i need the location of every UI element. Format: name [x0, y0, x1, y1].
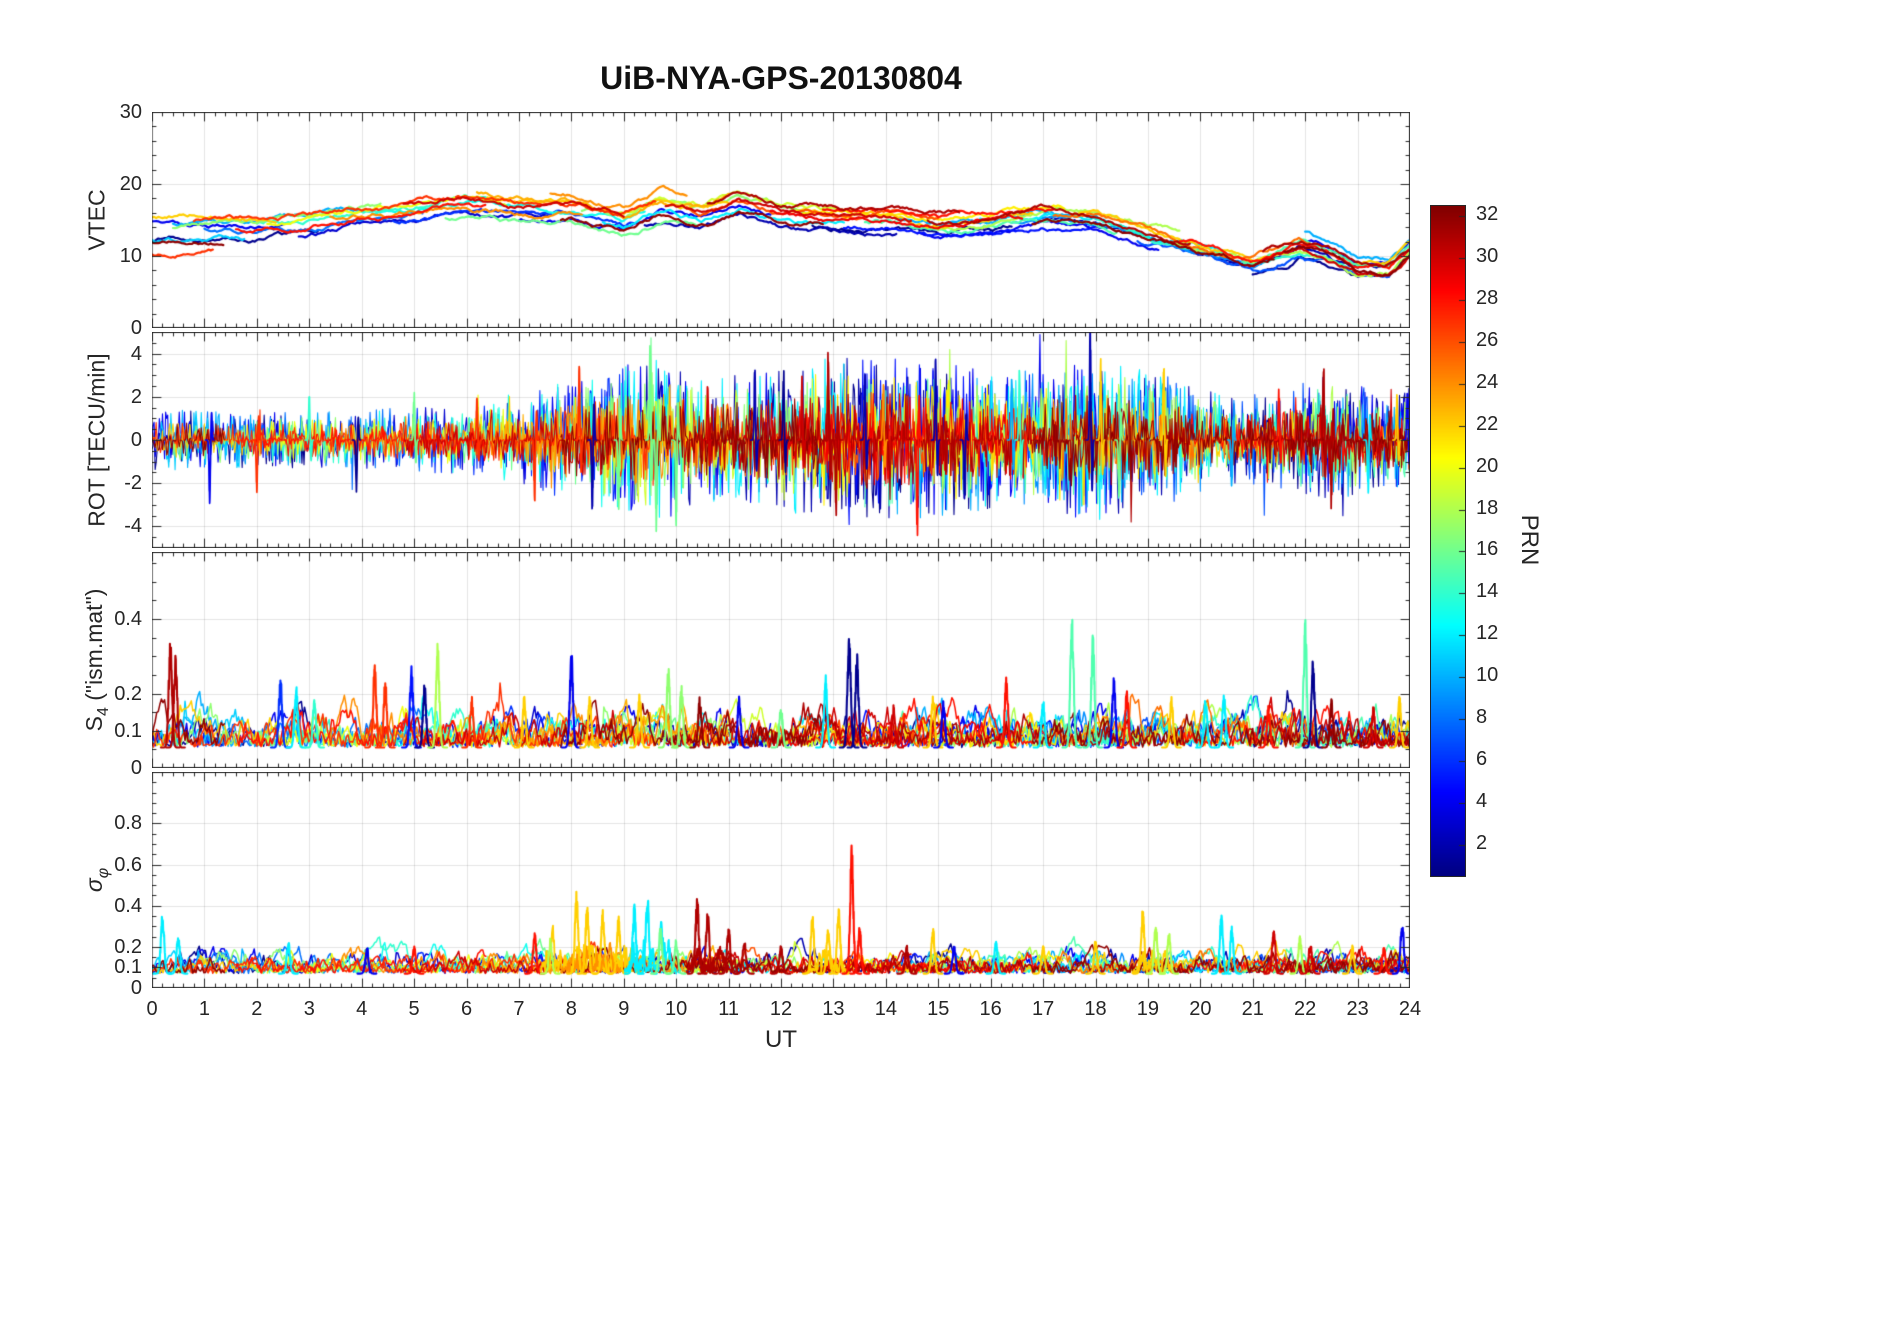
x-tick-label: 10 — [665, 998, 688, 1020]
colorbar-tick-label: 24 — [1476, 370, 1499, 393]
y-tick-label: -4 — [124, 515, 142, 538]
colorbar-tick-label: 4 — [1476, 789, 1488, 812]
panel-sigma-phi — [152, 772, 1410, 988]
y-tick-label: 0.8 — [114, 812, 142, 835]
panel-vtec — [152, 112, 1410, 328]
y-tick-label: 0 — [130, 429, 142, 451]
colorbar-tick-label: 26 — [1476, 329, 1499, 352]
vtec-traces-canvas — [152, 112, 1410, 328]
y-tick-label: 10 — [119, 245, 142, 267]
plot-title: UiB-NYA-GPS-20130804 — [600, 60, 962, 96]
x-tick-label: 9 — [618, 998, 630, 1020]
x-tick-label: 16 — [979, 998, 1002, 1020]
colorbar-tick-label: 6 — [1476, 747, 1488, 770]
y-tick-label: 0.2 — [114, 682, 142, 705]
x-tick-label: 1 — [198, 998, 210, 1020]
sigma-phi-traces-canvas — [152, 772, 1410, 988]
x-tick-label: 17 — [1031, 998, 1055, 1020]
x-tick-label: 14 — [874, 998, 897, 1020]
y-tick-label: 2 — [130, 385, 142, 408]
y-tick-label: 20 — [119, 173, 142, 195]
y-tick-label: 0 — [130, 757, 142, 779]
x-tick-label: 13 — [822, 998, 845, 1020]
x-tick-label: 23 — [1346, 998, 1369, 1020]
y-tick-label: -2 — [124, 472, 142, 495]
x-tick-label: 12 — [769, 998, 793, 1020]
panel-rot — [152, 332, 1410, 548]
rot-traces-canvas — [152, 332, 1410, 548]
x-tick-label: 7 — [513, 998, 525, 1020]
x-tick-label: 24 — [1398, 998, 1422, 1020]
colorbar-tick-label: 20 — [1476, 454, 1499, 477]
colorbar-tick-label: 8 — [1476, 705, 1488, 728]
x-tick-label: 5 — [408, 998, 420, 1020]
ylabel-vtec: VTEC — [84, 189, 111, 250]
colorbar-tick-label: 16 — [1476, 538, 1499, 561]
colorbar-tick-label: 14 — [1476, 580, 1499, 603]
y-tick-label: 0.6 — [114, 853, 142, 876]
panel-s4 — [152, 552, 1410, 768]
x-tick-label: 19 — [1136, 998, 1160, 1020]
colorbar-tick-label: 10 — [1476, 664, 1499, 687]
colorbar-tick-label: 32 — [1476, 203, 1499, 226]
y-tick-label: 0 — [130, 317, 142, 339]
x-tick-label: 6 — [460, 998, 473, 1020]
x-tick-label: 2 — [251, 998, 263, 1020]
x-axis-label: UT — [765, 1026, 797, 1053]
s4-traces-canvas — [152, 552, 1410, 768]
colorbar-tick-label: 2 — [1476, 831, 1488, 854]
x-tick-label: 4 — [356, 998, 368, 1020]
y-tick-label: 0.4 — [114, 894, 142, 917]
colorbar-tick-label: 22 — [1476, 412, 1499, 435]
x-tick-label: 0 — [146, 998, 158, 1020]
x-tick-label: 22 — [1294, 998, 1317, 1020]
x-tick-label: 21 — [1241, 998, 1264, 1020]
colorbar-tick-label: 30 — [1476, 245, 1499, 268]
ylabel-subscript: 4 — [94, 707, 112, 717]
colorbar-tick-label: 28 — [1476, 287, 1499, 310]
colorbar-tick-label: 12 — [1476, 622, 1499, 645]
y-tick-label: 30 — [119, 101, 142, 123]
ylabel-text: VTEC — [83, 189, 110, 251]
x-tick-label: 20 — [1189, 998, 1212, 1020]
colorbar-tick-label: 18 — [1476, 496, 1499, 519]
x-tick-label: 18 — [1084, 998, 1107, 1020]
colorbar-gradient — [1431, 206, 1465, 876]
x-tick-label: 8 — [565, 998, 577, 1020]
x-tick-label: 11 — [718, 998, 739, 1020]
y-tick-label: 0.1 — [114, 956, 142, 979]
y-tick-label: 0.2 — [114, 935, 142, 958]
ylabel-text: σ — [81, 878, 108, 893]
x-tick-label: 3 — [303, 998, 315, 1020]
x-tick-label: 15 — [927, 998, 950, 1020]
colorbar — [1430, 205, 1466, 877]
y-tick-label: 0.1 — [114, 719, 142, 742]
y-tick-label: 4 — [130, 342, 142, 365]
y-tick-label: 0 — [130, 977, 142, 999]
y-tick-label: 0.4 — [114, 608, 142, 631]
